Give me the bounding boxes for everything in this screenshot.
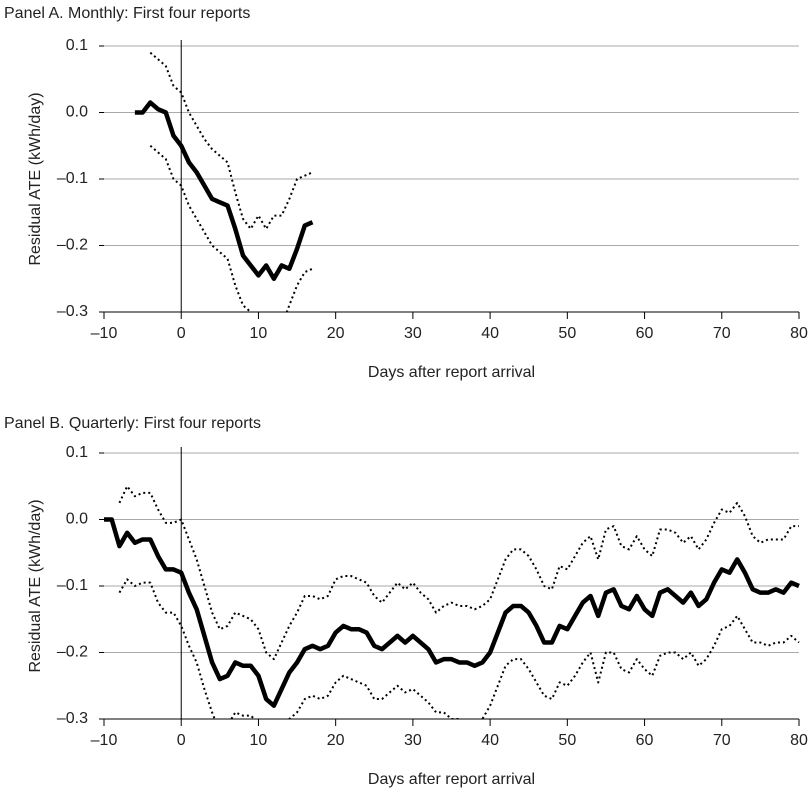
x-tick-label: 70 xyxy=(713,732,731,749)
x-tick-label: 80 xyxy=(790,732,808,749)
estimate-line xyxy=(134,100,314,281)
y-tick-label: 0.0 xyxy=(66,511,88,528)
plot-area xyxy=(104,485,800,719)
y-tick-label: –0.1 xyxy=(57,577,88,594)
x-tick-label: 30 xyxy=(404,732,422,749)
y-tick-label: –0.3 xyxy=(57,303,88,320)
y-tick-label: –0.1 xyxy=(57,170,88,187)
y-tick-label: –0.2 xyxy=(57,644,88,661)
x-tick-label: 30 xyxy=(404,325,422,342)
x-tick-label: 70 xyxy=(713,325,731,342)
y-tick-label: 0.1 xyxy=(66,444,88,461)
x-tick-label: 20 xyxy=(327,325,345,342)
y-tick-label: 0.1 xyxy=(66,37,88,54)
y-axis-label: Residual ATE (kWh/day) xyxy=(27,92,44,265)
x-tick-label: 40 xyxy=(481,732,499,749)
x-tick-label: 40 xyxy=(481,325,499,342)
y-tick-label: 0.0 xyxy=(66,104,88,121)
confidence-line xyxy=(149,144,313,312)
x-tick-label: 60 xyxy=(636,325,654,342)
x-tick-label: 50 xyxy=(558,732,576,749)
x-tick-label: 0 xyxy=(177,732,186,749)
x-tick-label: 80 xyxy=(790,325,808,342)
x-tick-label: 60 xyxy=(636,732,654,749)
x-tick-label: –10 xyxy=(91,325,118,342)
panel-title: Panel B. Quarterly: First four reports xyxy=(4,415,261,432)
x-tick-label: 0 xyxy=(177,325,186,342)
plot-area xyxy=(134,51,314,312)
confidence-line xyxy=(118,485,799,661)
x-tick-label: –10 xyxy=(91,732,118,749)
x-axis-label: Days after report arrival xyxy=(368,771,535,788)
y-axis-label: Residual ATE (kWh/day) xyxy=(27,499,44,672)
estimate-line xyxy=(104,517,800,708)
x-tick-label: 50 xyxy=(558,325,576,342)
x-tick-label: 10 xyxy=(250,325,268,342)
confidence-line xyxy=(118,578,800,719)
y-tick-label: –0.3 xyxy=(57,710,88,727)
y-tick-label: –0.2 xyxy=(57,237,88,254)
panel-title: Panel A. Monthly: First four reports xyxy=(4,5,250,22)
x-tick-label: 20 xyxy=(327,732,345,749)
x-axis-label: Days after report arrival xyxy=(368,364,535,381)
x-tick-label: 10 xyxy=(250,732,268,749)
confidence-line xyxy=(149,51,313,230)
